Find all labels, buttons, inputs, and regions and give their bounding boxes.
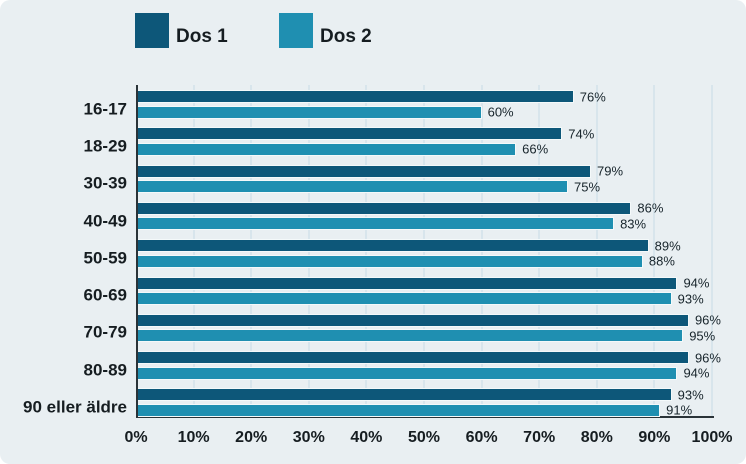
bar-dos2-90 eller äldre bbox=[138, 403, 661, 417]
bar-dos1-60-69 bbox=[138, 276, 678, 290]
x-tick-50%: 50% bbox=[407, 429, 441, 446]
legend-label-dos2: Dos 2 bbox=[320, 26, 372, 47]
value-label-dos1-16-17: 76% bbox=[579, 89, 606, 104]
bar-dos2-30-39 bbox=[138, 180, 568, 194]
category-label-80-89: 80-89 bbox=[83, 360, 127, 380]
x-tick-30%: 30% bbox=[292, 429, 325, 446]
bar-dos1-40-49 bbox=[138, 201, 632, 215]
bar-dos1-80-89 bbox=[138, 351, 689, 365]
value-label-dos2-50-59: 88% bbox=[648, 253, 675, 269]
value-label-dos2-70-79: 95% bbox=[689, 328, 716, 344]
bar-dos1-50-59 bbox=[138, 239, 649, 253]
x-tick-20%: 20% bbox=[235, 429, 268, 446]
value-label-dos2-30-39: 75% bbox=[574, 179, 601, 195]
category-label-60-69: 60-69 bbox=[83, 285, 127, 305]
bar-dos1-18-29 bbox=[138, 127, 563, 141]
bar-dos2-60-69 bbox=[138, 292, 672, 305]
category-label-16-17: 16-17 bbox=[83, 99, 127, 119]
x-tick-10%: 10% bbox=[177, 429, 210, 446]
bar-dos2-40-49 bbox=[138, 217, 615, 231]
value-label-dos2-80-89: 94% bbox=[683, 365, 710, 381]
bar-dos2-80-89 bbox=[138, 366, 678, 380]
category-label-90 eller äldre: 90 eller äldre bbox=[23, 397, 127, 417]
value-label-dos1-80-89: 96% bbox=[694, 350, 721, 366]
x-tick-100%: 100% bbox=[691, 429, 733, 446]
value-label-dos1-50-59: 89% bbox=[654, 238, 681, 254]
value-label-dos1-18-29: 74% bbox=[568, 126, 595, 142]
bar-dos2-70-79 bbox=[138, 329, 684, 343]
gridline-100% bbox=[711, 85, 713, 416]
bar-dos2-50-59 bbox=[138, 254, 643, 268]
category-label-50-59: 50-59 bbox=[83, 248, 127, 268]
x-tick-40%: 40% bbox=[350, 429, 383, 446]
value-label-dos2-40-49: 83% bbox=[620, 216, 647, 232]
legend-swatch-dos1 bbox=[135, 13, 169, 48]
x-tick-60%: 60% bbox=[465, 429, 498, 446]
value-label-dos2-60-69: 93% bbox=[677, 291, 704, 306]
legend-swatch-dos2 bbox=[279, 13, 313, 48]
value-label-dos1-60-69: 94% bbox=[683, 275, 710, 291]
category-label-40-49: 40-49 bbox=[83, 211, 127, 231]
legend-item-dos1: Dos 1 bbox=[135, 13, 228, 48]
legend-item-dos2: Dos 2 bbox=[279, 13, 372, 48]
value-label-dos2-18-29: 66% bbox=[522, 141, 549, 157]
y-axis-line bbox=[136, 85, 138, 418]
bar-dos2-18-29 bbox=[138, 142, 517, 156]
x-tick-0%: 0% bbox=[124, 429, 148, 446]
x-tick-80%: 80% bbox=[580, 429, 613, 446]
value-label-dos2-90 eller äldre: 91% bbox=[666, 402, 693, 418]
category-label-70-79: 70-79 bbox=[83, 322, 127, 342]
x-tick-90%: 90% bbox=[638, 429, 671, 446]
x-axis-line bbox=[136, 416, 714, 418]
x-axis-tick-labels: 0% 10% 20% 30% 40% 50% 60% 70% 80% 90% 100% bbox=[124, 429, 732, 452]
value-label-dos1-90 eller äldre: 93% bbox=[677, 387, 704, 403]
category-label-30-39: 30-39 bbox=[83, 173, 127, 193]
legend-label-dos1: Dos 1 bbox=[176, 26, 228, 47]
value-label-dos1-40-49: 86% bbox=[637, 200, 664, 216]
bar-dos1-16-17 bbox=[138, 90, 574, 103]
bar-dos1-90 eller äldre bbox=[138, 388, 672, 402]
value-label-dos1-30-39: 79% bbox=[597, 163, 624, 179]
value-label-dos2-16-17: 60% bbox=[487, 104, 514, 120]
x-tick-70%: 70% bbox=[523, 429, 556, 446]
bar-dos2-16-17 bbox=[138, 105, 482, 119]
category-axis-labels: 16-17 18-29 30-39 40-49 50-59 60-69 70-79 80-89… bbox=[0, 85, 127, 418]
plot-area: 76% 60% 74% 66% 79% 75% 86% 83% 89% 88% 94% 93% 96% 9… bbox=[136, 85, 721, 418]
category-label-18-29: 18-29 bbox=[83, 136, 127, 156]
value-label-dos1-70-79: 96% bbox=[694, 312, 721, 328]
gridline-90% bbox=[653, 85, 656, 416]
bar-dos1-70-79 bbox=[138, 313, 689, 327]
bar-dos1-30-39 bbox=[138, 164, 592, 178]
